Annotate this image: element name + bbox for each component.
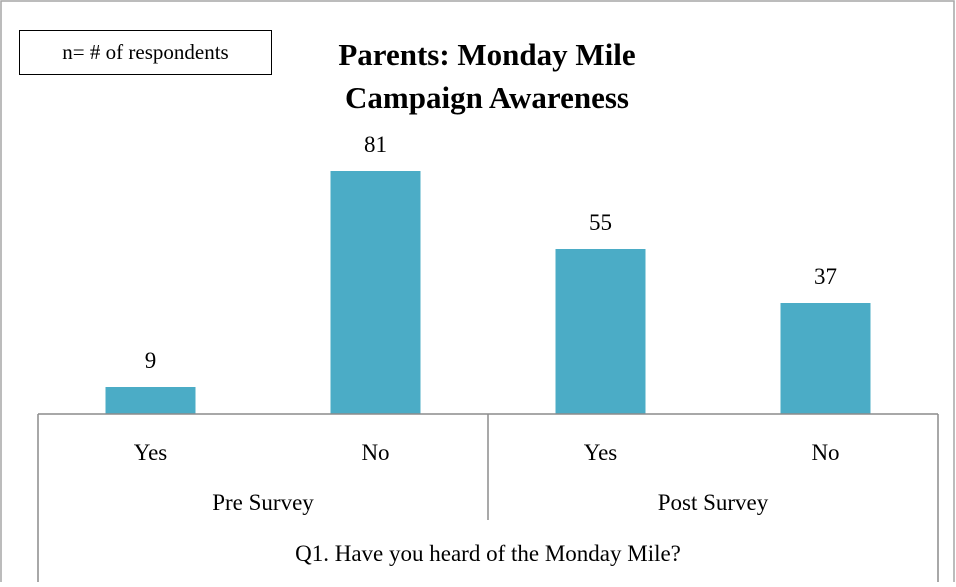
data-label-4: 37 xyxy=(814,264,837,289)
respondents-note-text: n= # of respondents xyxy=(62,40,229,64)
group-label-2: Post Survey xyxy=(658,490,769,515)
bar-3 xyxy=(555,249,646,414)
data-label-3: 55 xyxy=(589,210,612,235)
category-tick-label-3: Yes xyxy=(584,440,618,465)
category-axis: Yes No Yes No Pre Survey Post Survey Q1. Have … xyxy=(37,413,939,582)
group-label-1: Pre Survey xyxy=(212,490,314,515)
category-tick-label-1: Yes xyxy=(134,440,168,465)
bars-layer xyxy=(105,171,871,414)
chart-title-line-1: Parents: Monday Mile xyxy=(338,37,635,72)
bar-1 xyxy=(105,387,196,414)
category-tick-label-2: No xyxy=(361,440,389,465)
data-label-1: 9 xyxy=(145,348,157,373)
bar-4 xyxy=(780,303,871,414)
value-labels-layer: 9 81 55 37 xyxy=(145,132,837,373)
category-tick-label-4: No xyxy=(811,440,839,465)
bar-2 xyxy=(330,171,421,414)
data-label-2: 81 xyxy=(364,132,387,157)
chart-title-line-2: Campaign Awareness xyxy=(345,80,629,115)
x-axis-title: Q1. Have you heard of the Monday Mile? xyxy=(295,541,681,566)
respondents-note-box: n= # of respondents xyxy=(19,30,272,75)
